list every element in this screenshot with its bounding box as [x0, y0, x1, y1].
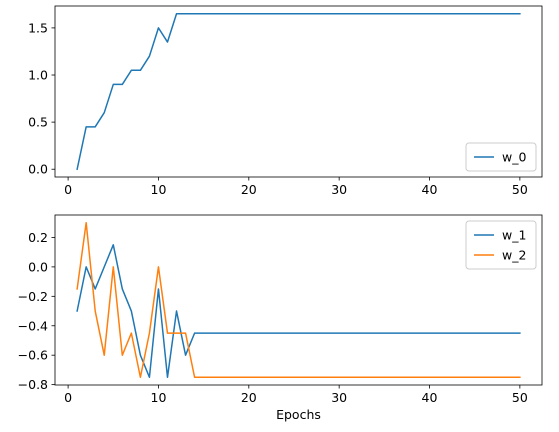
top-y-ticks: 0.0 0.5 1.0 1.5	[28, 20, 55, 177]
top-y-tick-label: 0.5	[28, 115, 48, 130]
bottom-y-tick-label: −0.8	[18, 377, 48, 392]
top-x-tick-label: 10	[151, 182, 167, 197]
top-x-tick-label: 0	[64, 182, 72, 197]
top-x-tick-label: 40	[422, 182, 438, 197]
bottom-subplot: 0 10 20 30 40 50 −0.8−0.6−0.4−0.20.00.2 w_1w_…	[18, 214, 543, 422]
bottom-x-tick-label: 30	[331, 390, 347, 405]
bottom-y-tick-label: −0.4	[18, 318, 48, 333]
bottom-x-axis-label: Epochs	[276, 407, 321, 422]
top-legend: w_0	[465, 142, 537, 172]
bottom-series-lines	[76, 221, 521, 379]
bottom-x-tick-label: 20	[241, 390, 257, 405]
top-x-tick-label: 50	[512, 182, 528, 197]
top-legend-box	[465, 142, 537, 172]
top-axes-frame	[54, 5, 543, 178]
bottom-x-tick-label: 40	[422, 390, 438, 405]
top-series-lines	[76, 13, 521, 171]
bottom-legend-label-w-1: w_1	[502, 228, 526, 243]
bottom-x-tick-label: 10	[151, 390, 167, 405]
top-series-line-w-0	[76, 13, 521, 171]
bottom-legend-box	[465, 220, 537, 270]
bottom-y-tick-label: 0.0	[28, 259, 48, 274]
bottom-series-line-w-2	[76, 221, 521, 379]
bottom-y-tick-label: 0.2	[28, 230, 48, 245]
bottom-series-line-w-1	[76, 244, 521, 379]
bottom-x-tick-label: 50	[512, 390, 528, 405]
top-y-tick-label: 1.5	[28, 20, 48, 35]
bottom-legend-label-w-2: w_2	[502, 248, 526, 263]
bottom-y-tick-label: −0.6	[18, 348, 48, 363]
bottom-legend: w_1w_2	[465, 220, 537, 270]
top-x-tick-label: 30	[331, 182, 347, 197]
top-subplot: 0 10 20 30 40 50 0.0 0.5 1.0 1.5 w_0	[28, 5, 543, 197]
top-legend-label-w-0: w_0	[502, 150, 526, 165]
bottom-axes-frame	[54, 214, 543, 386]
bottom-y-ticks: −0.8 −0.6 −0.4 −0.2 0.0 0.2	[18, 230, 55, 392]
bottom-x-ticks: 0 10 20 30 40 50	[64, 385, 528, 405]
bottom-y-tick-label: −0.2	[18, 289, 48, 304]
top-x-tick-label: 20	[241, 182, 257, 197]
top-y-tick-label: 1.0	[28, 68, 48, 83]
top-x-ticks: 0 10 20 30 40 50	[64, 177, 528, 197]
bottom-x-tick-label: 0	[64, 390, 72, 405]
top-y-tick-label: 0.0	[28, 162, 48, 177]
